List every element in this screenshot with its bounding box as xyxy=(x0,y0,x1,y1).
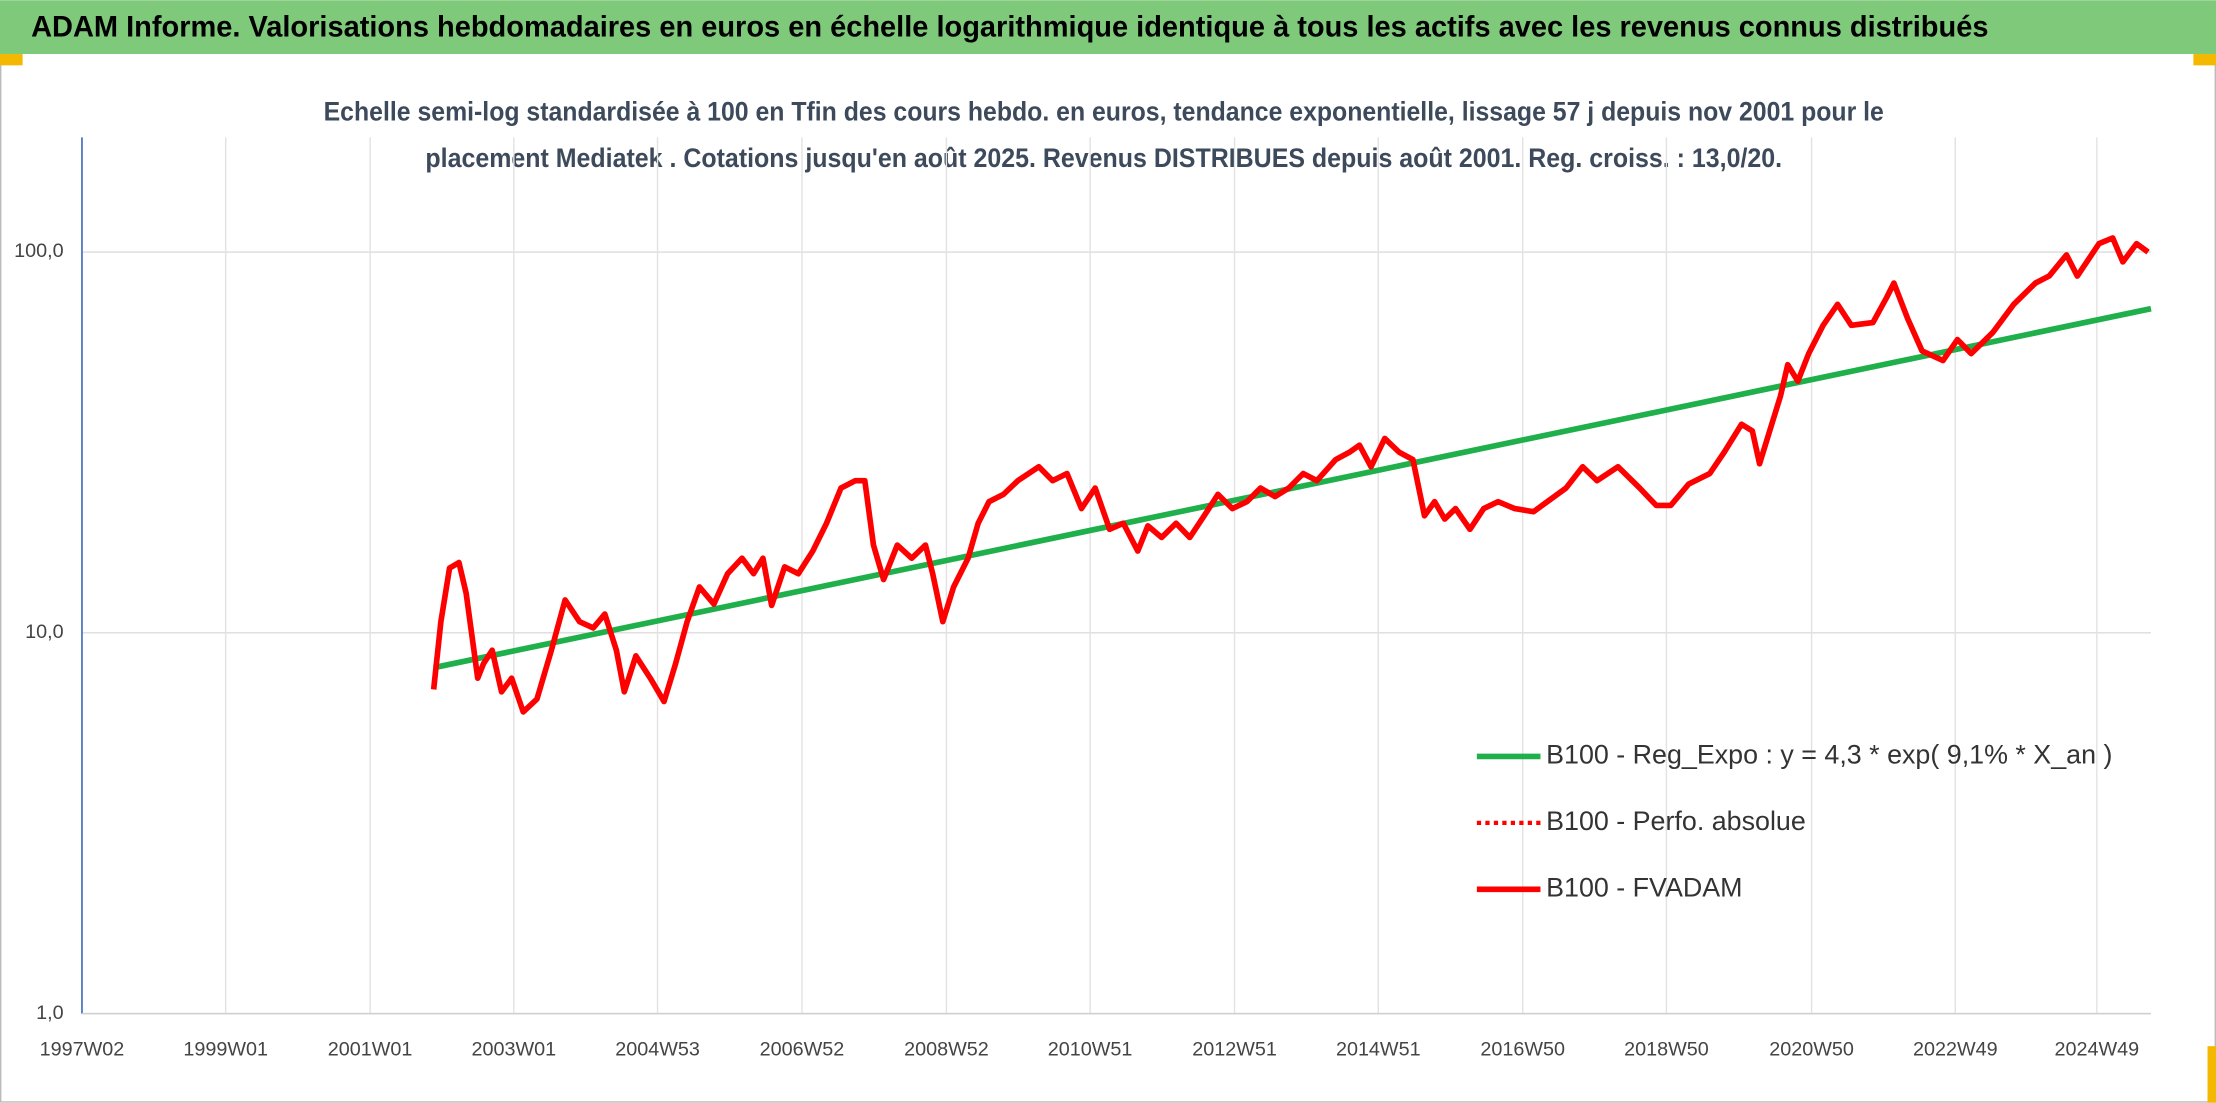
legend-label: B100 - Reg_Expo : y = 4,3 * exp( 9,1% * … xyxy=(1546,740,2112,770)
header-bar xyxy=(0,0,2216,55)
chart-title: placement Mediatek . Cotations jusqu'en … xyxy=(425,143,1782,173)
corner xyxy=(2193,54,2216,66)
x-tick-label: 2006W52 xyxy=(760,1039,845,1061)
x-tick-label: 2004W53 xyxy=(615,1039,700,1061)
x-tick-label: 2014W51 xyxy=(1336,1039,1421,1061)
chart-title: Echelle semi-log standardisée à 100 en T… xyxy=(324,96,1884,126)
x-tick-label: 2022W49 xyxy=(1913,1039,1998,1061)
corner xyxy=(2207,1046,2216,1103)
x-tick-label: 2003W01 xyxy=(472,1039,557,1061)
y-tick-label: 10,0 xyxy=(25,621,63,643)
legend-label: B100 - FVADAM xyxy=(1546,872,1742,902)
x-tick-label: 2018W50 xyxy=(1624,1039,1709,1061)
y-tick-label: 100,0 xyxy=(14,240,63,262)
header-title: ADAM Informe. Valorisations hebdomadaire… xyxy=(31,10,1988,43)
x-tick-label: 2024W49 xyxy=(2055,1039,2140,1061)
x-tick-label: 2010W51 xyxy=(1048,1039,1133,1061)
x-tick-label: 2020W50 xyxy=(1769,1039,1854,1061)
corner xyxy=(0,54,23,66)
legend-label: B100 - Perfo. absolue xyxy=(1546,806,1806,836)
series-line xyxy=(430,235,2150,715)
x-tick-label: 2016W50 xyxy=(1480,1039,1565,1061)
x-tick-label: 1997W02 xyxy=(40,1039,125,1061)
y-tick-label: 1,0 xyxy=(36,1002,63,1024)
x-tick-label: 2012W51 xyxy=(1192,1039,1277,1061)
x-tick-label: 2008W52 xyxy=(904,1039,989,1061)
x-tick-label: 2001W01 xyxy=(328,1039,413,1061)
x-tick-label: 1999W01 xyxy=(183,1039,268,1061)
